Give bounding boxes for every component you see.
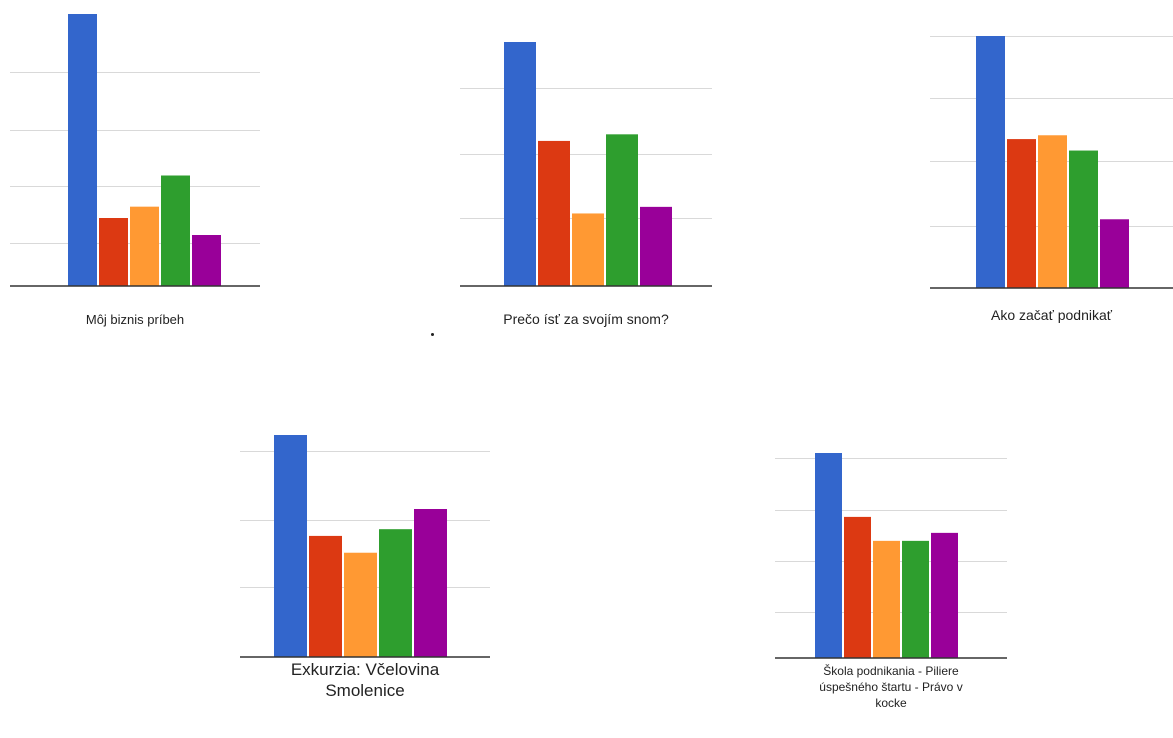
chart-skola-podnikania: Škola podnikania - Piliere úspešného štar… xyxy=(775,453,1007,710)
bar xyxy=(815,453,842,658)
bar xyxy=(931,532,958,658)
bar xyxy=(1100,219,1129,288)
bar xyxy=(414,509,447,657)
bar xyxy=(130,206,159,286)
chart-preco-ist-za-svojim-snom: Prečo ísť za svojím snom? xyxy=(460,42,712,327)
bar xyxy=(538,140,570,286)
chart-exkurzia-celovina-smolenice: Exkurzia: Včelovina Smolenice xyxy=(240,435,490,700)
chart-title: Škola podnikania - Piliere úspešného štar… xyxy=(819,663,962,710)
bar xyxy=(309,535,342,657)
bar xyxy=(379,529,412,657)
bar xyxy=(1007,139,1036,288)
chart-title: Môj biznis príbeh xyxy=(86,312,184,327)
bar xyxy=(99,218,128,286)
chart-title: Exkurzia: Včelovina Smolenice xyxy=(291,660,440,700)
chart-title: Prečo ísť za svojím snom? xyxy=(503,311,669,327)
chart-title: Ako začať podnikať xyxy=(991,307,1113,323)
bar xyxy=(976,36,1005,288)
bar xyxy=(873,540,900,658)
chart-moj-biznis-pribeh: Môj biznis príbeh xyxy=(10,14,260,327)
bar xyxy=(902,540,929,658)
bar xyxy=(844,516,871,658)
bar xyxy=(1038,135,1067,288)
bar xyxy=(192,235,221,286)
bar xyxy=(161,175,190,286)
bar xyxy=(274,435,307,657)
bar xyxy=(640,206,672,286)
bar xyxy=(68,14,97,286)
bar xyxy=(344,552,377,657)
bar xyxy=(572,213,604,286)
bar xyxy=(504,42,536,286)
stray-dot-mark xyxy=(431,333,434,336)
bar xyxy=(1069,150,1098,288)
bar xyxy=(606,134,638,286)
chart-ako-zacat-podnikat: Ako začať podnikať xyxy=(930,36,1173,323)
